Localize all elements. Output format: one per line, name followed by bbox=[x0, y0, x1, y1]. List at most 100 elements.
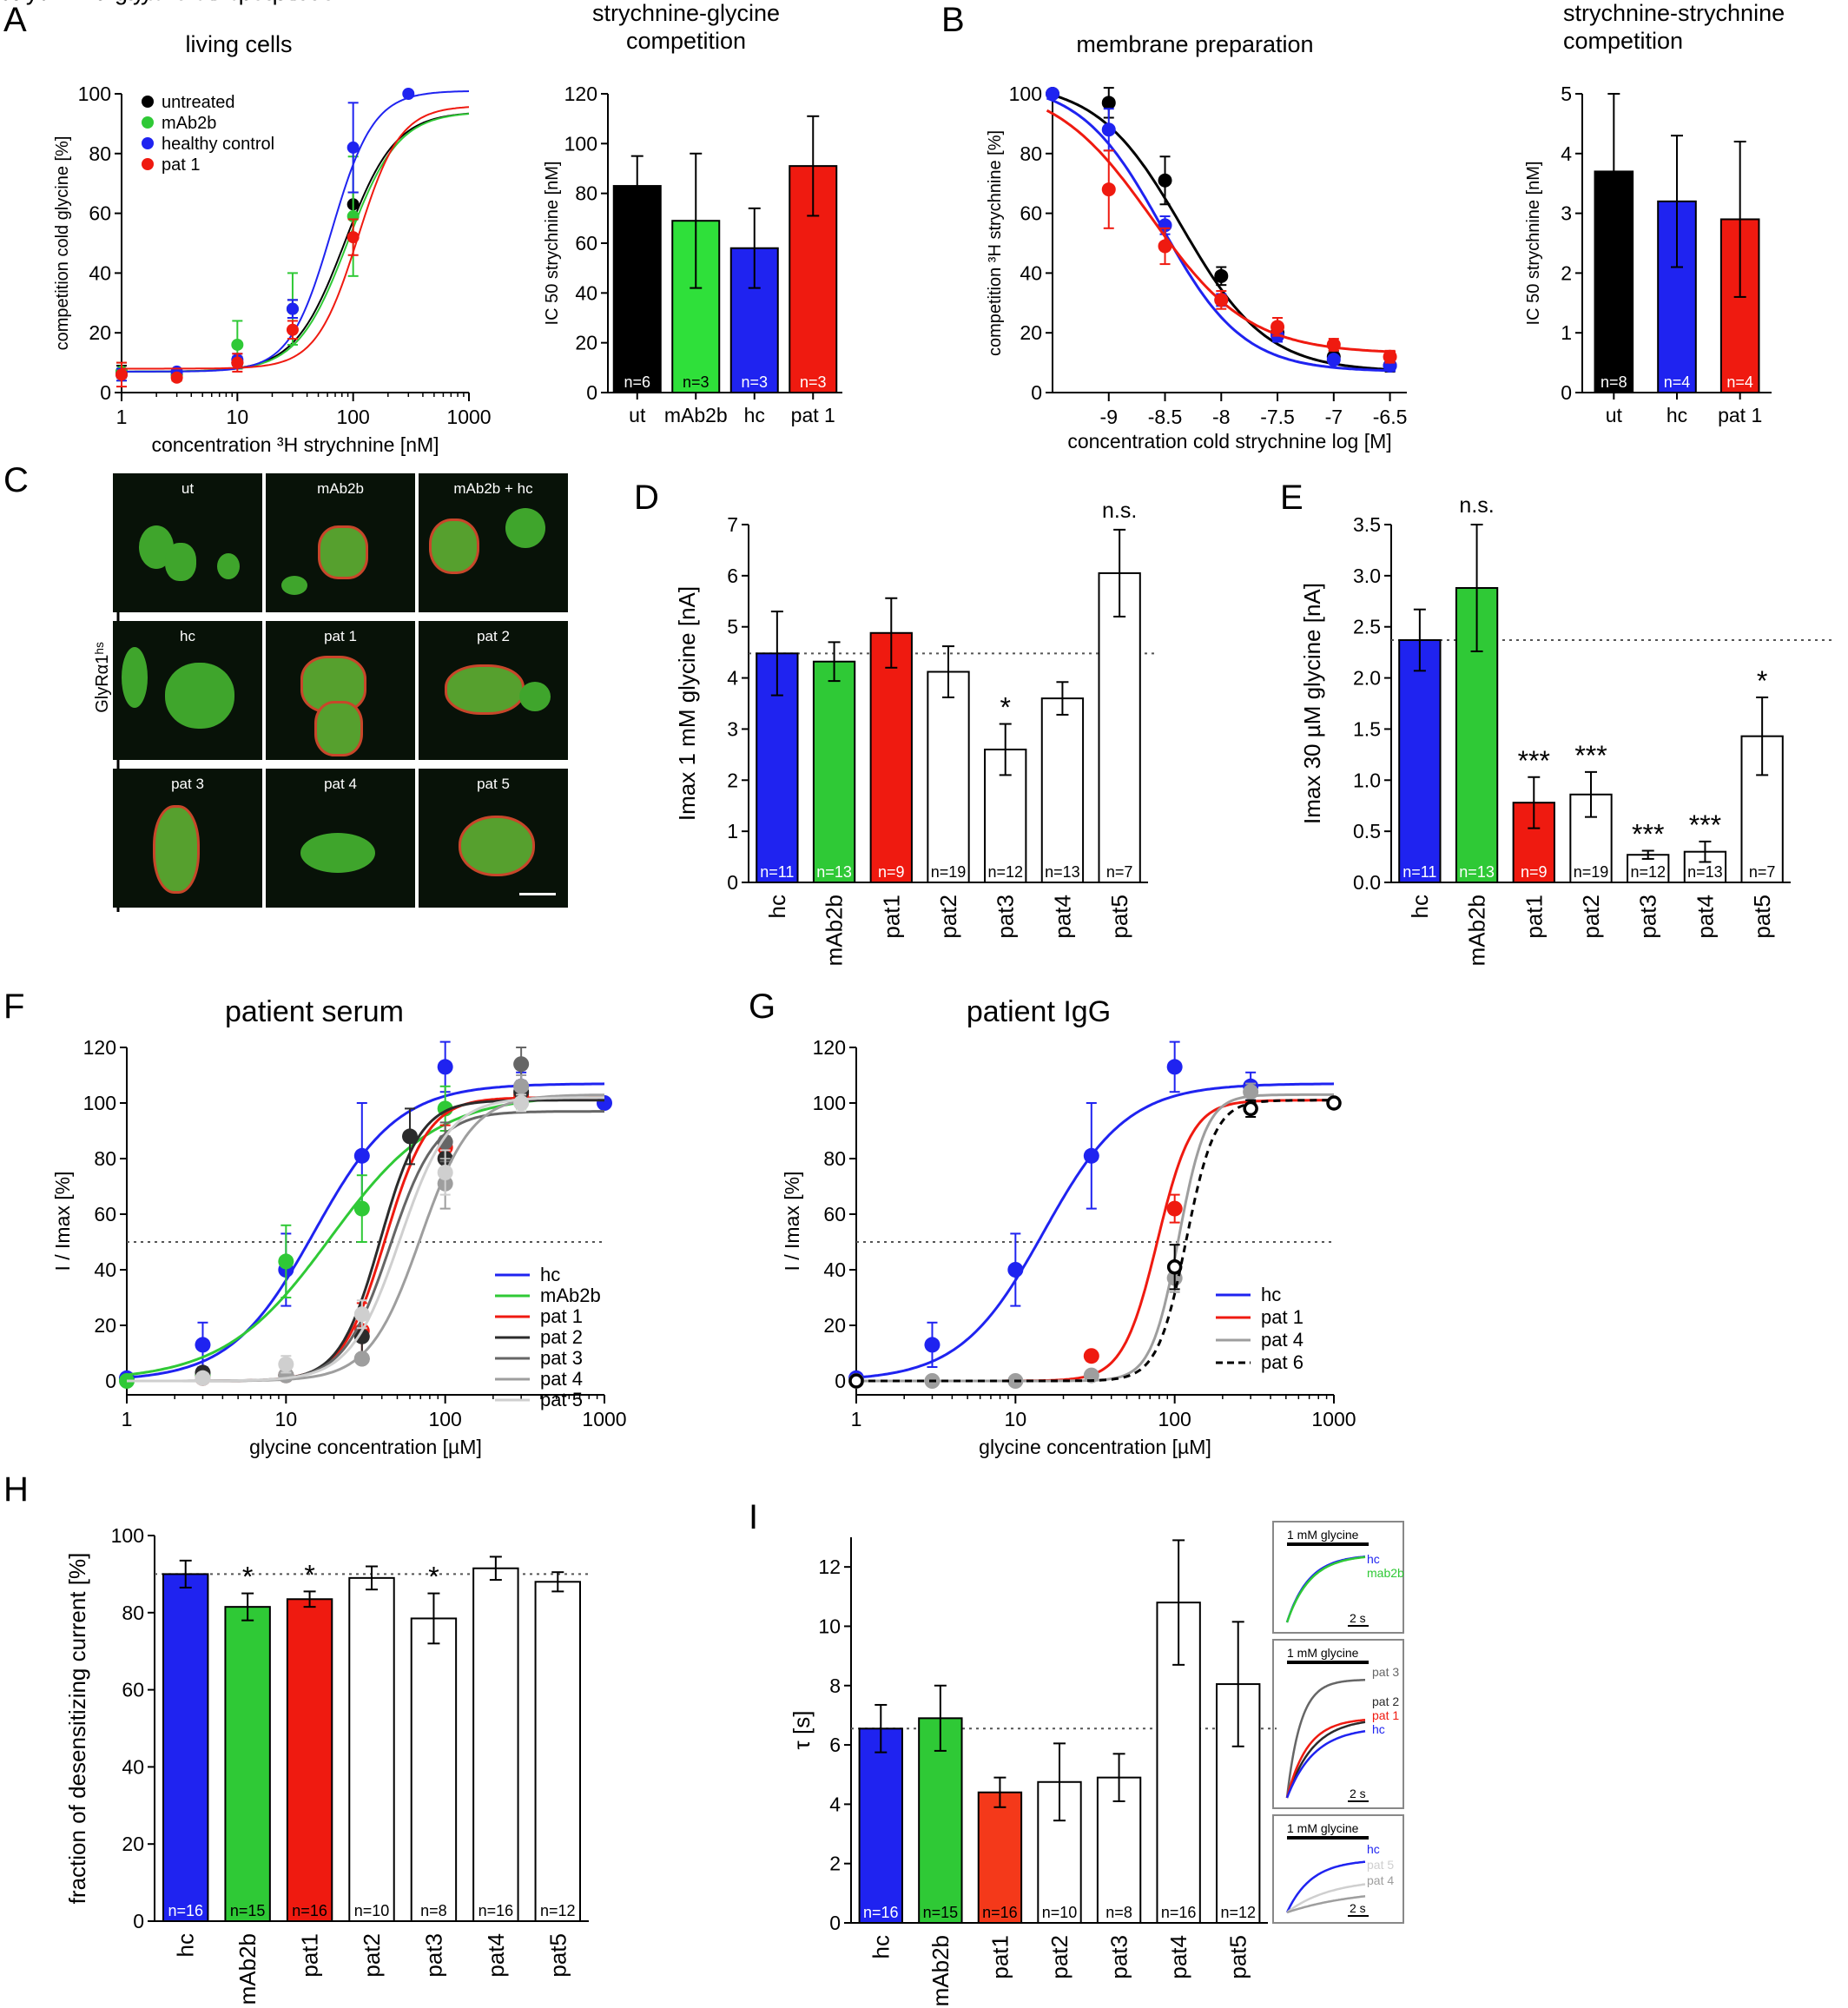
D-n-label: n=12 bbox=[987, 863, 1023, 881]
D-significance: n.s. bbox=[1102, 499, 1137, 523]
I-x-tick-label: hc bbox=[868, 1935, 894, 1958]
A2-n-label: n=3 bbox=[800, 373, 827, 391]
micrograph-tile: pat 2 bbox=[419, 621, 568, 760]
B1-x-tick-label: -8.5 bbox=[1148, 406, 1183, 428]
I-y-tick-label: 12 bbox=[818, 1556, 841, 1578]
A1-fit-line-3 bbox=[122, 106, 470, 370]
H-significance: * bbox=[428, 1562, 439, 1593]
I-x-tick-label: pat2 bbox=[1046, 1935, 1072, 1979]
H-n-label: n=16 bbox=[478, 1902, 514, 1919]
B2-y-axis-label: IC 50 strychnine [nM] bbox=[1524, 162, 1543, 326]
F-y-tick-label: 120 bbox=[83, 1036, 116, 1059]
micrograph-tile: mAb2b + hc bbox=[419, 473, 568, 612]
H-n-label: n=16 bbox=[168, 1902, 203, 1919]
F-data-point bbox=[437, 1165, 453, 1180]
panel-letter-d: D bbox=[634, 479, 659, 517]
D-x-tick-label: hc bbox=[764, 895, 790, 918]
inset-trace-1 bbox=[1285, 1721, 1366, 1799]
G-data-point bbox=[848, 1373, 864, 1389]
A2-title-line: strychnine-glycine bbox=[592, 0, 780, 26]
I-x-tick-label: pat4 bbox=[1165, 1935, 1191, 1979]
I-n-label: n=10 bbox=[1042, 1904, 1078, 1921]
B2-title: strychnine-strychnine competition bbox=[1563, 0, 1785, 54]
E-x-tick-label: pat1 bbox=[1521, 895, 1547, 939]
inset-trace-1 bbox=[1285, 1556, 1366, 1623]
F-x-tick-label: 10 bbox=[275, 1408, 298, 1430]
B1-x-tick-label: -7 bbox=[1325, 406, 1343, 428]
D-bar-5 bbox=[1040, 697, 1085, 883]
F-data-point bbox=[353, 1147, 370, 1164]
B2-n-label: n=4 bbox=[1726, 373, 1753, 391]
F-legend-label: pat 2 bbox=[540, 1326, 583, 1348]
I-y-axis-label: τ [s] bbox=[789, 1711, 815, 1750]
G-data-point bbox=[1166, 1059, 1183, 1075]
G-y-tick-label: 100 bbox=[813, 1092, 846, 1114]
inset-trace-label: pat 1 bbox=[1372, 1708, 1399, 1722]
cell bbox=[505, 508, 545, 548]
panel-letter-e: E bbox=[1280, 479, 1304, 517]
I-n-label: n=16 bbox=[863, 1904, 899, 1921]
D-x-tick-label: mAb2b bbox=[822, 895, 848, 966]
A1-data-point bbox=[231, 338, 244, 351]
A1-title: living cells bbox=[185, 31, 292, 57]
A1-legend-label: pat 1 bbox=[162, 155, 200, 175]
H-x-tick-label: pat4 bbox=[483, 1933, 509, 1978]
B1-data-point bbox=[1101, 96, 1116, 110]
E-x-tick-label: pat2 bbox=[1578, 895, 1604, 939]
E-n-label: n=13 bbox=[1459, 863, 1495, 881]
F-x-axis-label: glycine concentration [µM] bbox=[249, 1436, 482, 1458]
G-data-point bbox=[1243, 1084, 1259, 1100]
G-x-tick-label: 1000 bbox=[1311, 1408, 1356, 1430]
F-legend-label: pat 4 bbox=[540, 1368, 583, 1390]
panel-c-micrographs: ut mAb2b mAb2b + hc hc pat 1 pat 2 pat 3 pat 4 p… bbox=[113, 473, 568, 912]
B1-data-point bbox=[1101, 122, 1116, 137]
D-x-tick-label: pat2 bbox=[935, 895, 961, 939]
inset-trace-label: pat 3 bbox=[1372, 1665, 1399, 1679]
inset-trace-0 bbox=[1285, 1860, 1366, 1913]
F-data-point bbox=[353, 1328, 370, 1344]
B2-title-line: competition bbox=[1563, 28, 1683, 54]
D-y-tick-label: 2 bbox=[727, 769, 738, 791]
G-data-point bbox=[1083, 1348, 1099, 1364]
E-y-axis-label: Imax 30 µM glycine [nA] bbox=[1299, 583, 1325, 824]
E-significance: n.s. bbox=[1459, 493, 1494, 518]
cell bbox=[300, 833, 375, 873]
B1-data-point bbox=[1214, 293, 1229, 307]
inset-scale-label: 2 s bbox=[1350, 1611, 1366, 1625]
cell bbox=[281, 576, 307, 595]
micrograph-label: ut bbox=[181, 480, 195, 497]
E-significance: *** bbox=[1632, 819, 1664, 850]
F-y-tick-label: 60 bbox=[94, 1203, 116, 1225]
A1-legend-label: untreated bbox=[162, 93, 235, 112]
F-legend-label: pat 1 bbox=[540, 1305, 583, 1327]
B1-data-point bbox=[1158, 239, 1172, 254]
A1-y-tick-label: 20 bbox=[89, 321, 111, 344]
G-legend-label: pat 4 bbox=[1261, 1329, 1304, 1351]
A2-title: strychnine-glycine competition bbox=[592, 0, 780, 54]
F-data-point bbox=[278, 1253, 294, 1270]
inset-scale-label: 2 s bbox=[1350, 1901, 1366, 1915]
A1-legend-marker bbox=[142, 96, 154, 108]
A2-y-tick-label: 120 bbox=[564, 83, 597, 105]
F-data-point bbox=[513, 1078, 530, 1094]
H-x-tick-label: pat3 bbox=[420, 1933, 446, 1978]
B2-title-line: strychnine-strychnine bbox=[1563, 0, 1785, 26]
I-x-tick-label: pat3 bbox=[1106, 1935, 1132, 1979]
I-n-label: n=8 bbox=[1106, 1904, 1132, 1921]
H-y-tick-label: 40 bbox=[122, 1755, 144, 1778]
H-y-tick-label: 20 bbox=[122, 1833, 144, 1855]
D-x-tick-label: pat1 bbox=[878, 895, 904, 939]
panel-c-side-label: GlyRα1ʰˢ bbox=[93, 642, 112, 713]
A1-legend-marker bbox=[142, 137, 154, 149]
scale-bar bbox=[519, 893, 556, 895]
A1-data-point bbox=[402, 88, 415, 100]
A2-n-label: n=3 bbox=[741, 373, 768, 391]
stained-cell bbox=[445, 664, 525, 715]
D-x-tick-label: pat4 bbox=[1049, 895, 1075, 939]
A2-n-label: n=3 bbox=[683, 373, 710, 391]
A1-data-point bbox=[346, 231, 360, 244]
G-data-point bbox=[1166, 1259, 1183, 1275]
G-y-tick-label: 40 bbox=[823, 1258, 846, 1281]
H-n-label: n=16 bbox=[292, 1902, 327, 1919]
